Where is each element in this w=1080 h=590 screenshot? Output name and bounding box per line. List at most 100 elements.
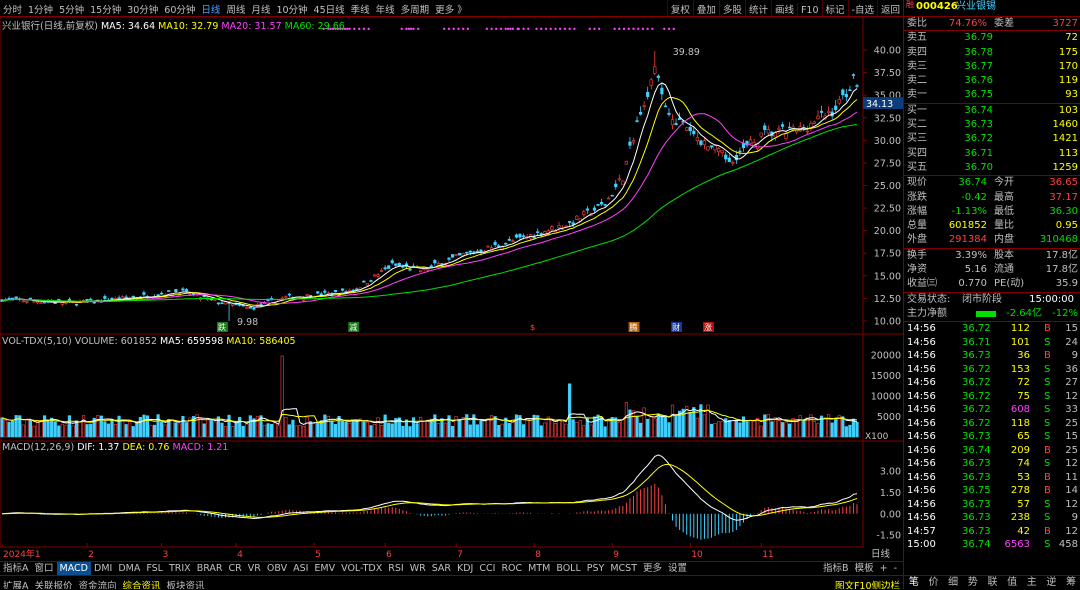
indicator-tab[interactable]: BRAR — [196, 563, 223, 574]
indicator-tab[interactable]: SAR — [431, 563, 451, 574]
toolbar-button[interactable]: 多股 — [718, 0, 745, 16]
bottom-tab[interactable]: 综合资讯 — [122, 581, 161, 589]
indicator-tab[interactable]: BOLL — [556, 563, 581, 574]
period-tab[interactable]: 10分钟 — [276, 5, 308, 16]
period-tab[interactable]: 15分钟 — [90, 5, 122, 16]
indicator-tab[interactable]: 指标A — [3, 563, 29, 574]
indicator-tab[interactable]: VR — [247, 563, 261, 574]
indicator-right-button[interactable]: 指标B — [823, 563, 849, 574]
right-tab[interactable]: 联 — [987, 577, 998, 588]
period-tab[interactable]: 1分钟 — [28, 5, 54, 16]
main-flow-row[interactable]: 主力净额 -2.64亿 -12% — [904, 307, 1080, 321]
indicator-tab[interactable]: OBV — [266, 563, 288, 574]
buy-level[interactable]: 买二 36.73 1460 — [904, 118, 1080, 132]
buy-level[interactable]: 买四 36.71 113 — [904, 147, 1080, 161]
indicator-tab[interactable]: VOL-TDX — [341, 563, 383, 574]
indicator-tab[interactable]: KDJ — [457, 563, 474, 574]
signal-dot: ••• — [516, 25, 530, 34]
right-tab[interactable]: 笔 — [908, 577, 919, 588]
period-tab[interactable]: 45日线 — [313, 5, 345, 16]
right-tab[interactable]: 值 — [1007, 577, 1018, 588]
indicator-tab[interactable]: DMA — [118, 563, 141, 574]
indicator-tab[interactable]: ASI — [293, 563, 309, 574]
right-tab[interactable]: 势 — [967, 577, 978, 588]
chart-area[interactable]: 40.0037.5035.0032.5030.0027.5025.0022.50… — [0, 17, 903, 562]
toolbar-button[interactable]: 画线 — [770, 0, 797, 16]
indicator-tab[interactable]: PSY — [586, 563, 605, 574]
right-tab[interactable]: 逆 — [1046, 577, 1057, 588]
toolbar-button[interactable]: 复权 — [666, 0, 693, 16]
volume-bar — [752, 420, 756, 438]
sell-level[interactable]: 卖一 36.75 93 — [904, 88, 1080, 102]
period-tab[interactable]: 60分钟 — [164, 5, 196, 16]
buy-level[interactable]: 买五 36.70 1259 — [904, 161, 1080, 175]
indicator-tab[interactable]: DMI — [94, 563, 113, 574]
buy-level[interactable]: 买一 36.74 103 — [904, 104, 1080, 118]
event-marker[interactable] — [628, 322, 640, 332]
indicator-tab[interactable]: CCI — [479, 563, 496, 574]
quote-value: 310468 — [1039, 234, 1078, 246]
indicator-tab[interactable]: RSI — [388, 563, 404, 574]
indicator-tab[interactable]: TRIX — [168, 563, 191, 574]
right-tab[interactable]: 筹 — [1066, 577, 1077, 588]
period-tab[interactable]: 周线 — [226, 5, 246, 16]
period-tab[interactable]: 多周期 — [400, 5, 430, 16]
indicator-tab[interactable]: MCST — [610, 563, 638, 574]
sell-level[interactable]: 卖五 36.79 72 — [904, 31, 1080, 45]
period-tab[interactable]: 年线 — [375, 5, 395, 16]
ma20-line — [1, 111, 858, 304]
bottom-tab[interactable]: 关联报价 — [34, 581, 73, 589]
event-marker[interactable] — [348, 322, 360, 332]
period-tab[interactable]: 日线 — [201, 5, 221, 16]
indicator-tab[interactable]: ROC — [501, 563, 523, 574]
toolbar-button[interactable]: 统计 — [744, 0, 771, 16]
toolbar-button[interactable]: F10 — [796, 3, 822, 16]
f10-sidebar-link[interactable]: 图文F10侧边栏 — [834, 581, 900, 589]
volume-bar — [525, 417, 529, 438]
sell-level[interactable]: 卖四 36.78 175 — [904, 46, 1080, 60]
period-tab[interactable]: 分时 — [3, 5, 23, 16]
event-marker[interactable] — [216, 322, 228, 332]
indicator-tab[interactable]: FSL — [146, 563, 163, 574]
right-tab[interactable]: 细 — [948, 577, 959, 588]
toolbar-button[interactable]: 标记 — [821, 0, 848, 16]
indicator-tab[interactable]: WR — [409, 563, 426, 574]
period-tab[interactable]: 季线 — [350, 5, 370, 16]
period-tab[interactable]: 月线 — [251, 5, 271, 16]
right-tab[interactable]: 价 — [928, 577, 939, 588]
event-marker[interactable] — [529, 322, 541, 332]
indicator-right-button[interactable]: + — [879, 563, 888, 574]
bottom-tab[interactable]: 板块资讯 — [166, 581, 205, 589]
sell-level[interactable]: 卖三 36.77 170 — [904, 60, 1080, 74]
bottom-tab[interactable]: 资金流向 — [78, 581, 117, 589]
tick-count: 24 — [1065, 336, 1078, 348]
indicator-tab[interactable]: 设置 — [668, 563, 688, 574]
month-label: 10 — [691, 550, 703, 560]
indicator-tab[interactable]: MACD — [56, 562, 91, 575]
tick-volume: 65 — [1017, 431, 1030, 443]
ma10-line — [1, 96, 858, 307]
period-tab[interactable]: 5分钟 — [59, 5, 85, 16]
period-tab[interactable]: 30分钟 — [127, 5, 159, 16]
right-tab[interactable]: 主 — [1026, 577, 1037, 588]
tick-count: 12 — [1065, 390, 1078, 402]
buy-level[interactable]: 买三 36.72 1421 — [904, 132, 1080, 146]
indicator-tab[interactable]: 窗口 — [34, 563, 54, 574]
period-tab[interactable]: 更多 》 — [435, 5, 467, 16]
indicator-right-button[interactable]: 模板 — [854, 563, 874, 574]
volume-bar — [472, 414, 476, 438]
indicator-tab[interactable]: EMV — [314, 563, 336, 574]
indicator-right-button[interactable]: - — [893, 563, 897, 574]
toolbar-button[interactable]: 返回 — [876, 0, 903, 16]
tick-row: 14:56 36.75 278 B 14 — [904, 484, 1080, 498]
toolbar-button[interactable]: -自选 — [847, 0, 877, 16]
event-marker[interactable] — [702, 322, 714, 332]
candle-body — [621, 180, 625, 186]
event-marker[interactable] — [671, 322, 683, 332]
sell-level[interactable]: 卖二 36.76 119 — [904, 74, 1080, 88]
bottom-tab[interactable]: 扩展A — [3, 581, 29, 589]
indicator-tab[interactable]: 更多 — [643, 563, 663, 574]
indicator-tab[interactable]: MTM — [528, 563, 551, 574]
toolbar-button[interactable]: 叠加 — [692, 0, 719, 16]
indicator-tab[interactable]: CR — [228, 563, 242, 574]
